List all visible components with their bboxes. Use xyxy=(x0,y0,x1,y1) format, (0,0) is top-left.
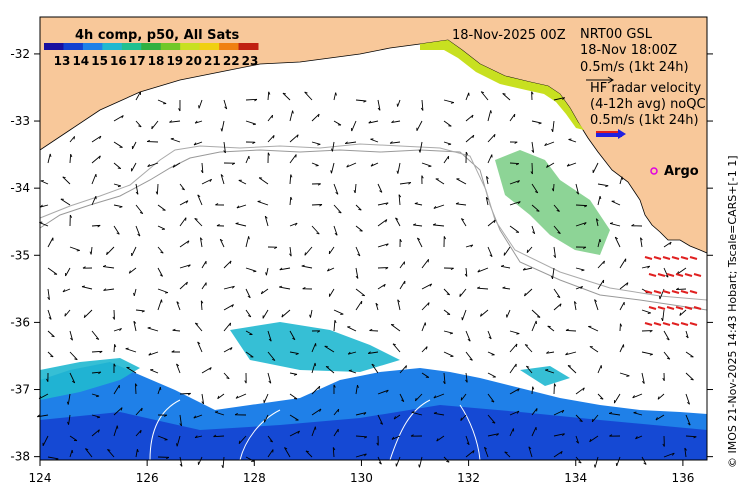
current-arrow xyxy=(566,330,576,331)
current-arrowhead xyxy=(419,464,420,467)
current-arrowhead xyxy=(326,366,329,367)
current-arrowhead xyxy=(253,124,256,125)
current-arrowhead xyxy=(648,313,651,314)
nrt-time: 18-Nov 18:00Z xyxy=(580,43,677,58)
y-tick-label: -33 xyxy=(10,114,30,128)
current-arrowhead xyxy=(536,211,539,212)
colorbar-swatches xyxy=(44,43,259,50)
colorbar-swatch xyxy=(219,43,239,50)
current-arrowhead xyxy=(65,313,66,316)
current-arrowhead xyxy=(592,419,593,422)
current-arrowhead xyxy=(253,271,256,272)
current-arrowhead xyxy=(148,327,151,328)
current-arrowhead xyxy=(171,138,174,139)
x-tick-label: 128 xyxy=(243,471,266,485)
colorbar: 4h comp, p50, All Sats 13 14 15 16 17 18 19 20 2… xyxy=(44,28,259,68)
current-arrowhead xyxy=(152,126,153,129)
current-arrowhead xyxy=(215,412,218,413)
y-tick-label: -36 xyxy=(10,315,30,329)
colorbar-swatch xyxy=(239,43,259,50)
colorbar-tick-label: 23 xyxy=(242,54,259,68)
current-arrowhead xyxy=(160,387,161,390)
colorbar-tick-label: 17 xyxy=(129,54,146,68)
nrt-scale: 0.5m/s (1kt 24h) xyxy=(580,60,689,75)
current-arrowhead xyxy=(305,252,306,255)
current-arrowhead xyxy=(516,344,517,347)
map-date: 18-Nov-2025 00Z xyxy=(452,28,566,43)
current-arrowhead xyxy=(448,144,451,145)
colorbar-tick-label: 15 xyxy=(91,54,108,68)
sst-current-map: Argo 4h comp, p50, All Sats 13 14 15 16 17 18… xyxy=(0,0,750,496)
colorbar-tick-label: 19 xyxy=(166,54,183,68)
y-tick-label: -35 xyxy=(10,248,30,262)
colorbar-tick-label: 21 xyxy=(204,54,221,68)
current-arrowhead xyxy=(230,323,231,326)
current-arrow xyxy=(576,205,587,206)
nrt-title: NRT00 GSL xyxy=(580,27,653,42)
current-arrow xyxy=(157,184,158,194)
y-tick-label: -34 xyxy=(10,181,30,195)
colorbar-swatch xyxy=(141,43,161,50)
colorbar-tick-label: 18 xyxy=(148,54,165,68)
current-arrow xyxy=(114,344,115,352)
x-tick-label: 136 xyxy=(671,471,694,485)
current-arrowhead xyxy=(545,370,548,371)
hf-radar-scale: 0.5m/s (1kt 24h) xyxy=(590,113,699,128)
hf-radar-avg: (4-12h avg) noQC xyxy=(590,97,706,112)
current-arrowhead xyxy=(338,409,339,412)
current-arrowhead xyxy=(72,450,73,453)
y-tick-label: -37 xyxy=(10,383,30,397)
current-arrow xyxy=(70,154,71,163)
x-tick-label: 134 xyxy=(564,471,587,485)
x-tick-label: 126 xyxy=(136,471,159,485)
current-arrowhead xyxy=(258,201,261,202)
x-tick-label: 132 xyxy=(457,471,480,485)
hf-radar-title: HF radar velocity xyxy=(590,81,702,96)
colorbar-title: 4h comp, p50, All Sats xyxy=(75,28,239,43)
argo-label: Argo xyxy=(664,164,699,179)
current-arrowhead xyxy=(626,376,629,377)
current-arrowhead xyxy=(96,396,99,397)
colorbar-swatch xyxy=(102,43,122,50)
current-arrowhead xyxy=(126,348,129,349)
colorbar-tick-label: 20 xyxy=(185,54,202,68)
colorbar-swatch xyxy=(44,43,64,50)
colorbar-tick-label: 22 xyxy=(223,54,240,68)
y-tick-label: -38 xyxy=(10,450,30,464)
current-arrowhead xyxy=(406,366,407,369)
current-arrowhead xyxy=(360,231,363,232)
current-arrowhead xyxy=(527,250,528,253)
imos-caption: © IMOS 21-Nov-2025 14:43 Hobart; Tscale=… xyxy=(726,156,739,468)
current-arrowhead xyxy=(162,300,163,303)
y-tick-label: -32 xyxy=(10,47,30,61)
colorbar-swatch xyxy=(83,43,103,50)
colorbar-swatch xyxy=(63,43,83,50)
x-axis-ticks: 124 126 128 130 132 134 136 xyxy=(29,460,695,485)
current-arrowhead xyxy=(315,363,316,366)
current-arrow xyxy=(510,163,519,164)
current-arrow xyxy=(532,387,533,394)
current-arrowhead xyxy=(569,139,572,140)
current-arrowhead xyxy=(460,294,461,297)
colorbar-tick-label: 13 xyxy=(54,54,71,68)
colorbar-swatch xyxy=(122,43,142,50)
colorbar-tick-label: 16 xyxy=(110,54,127,68)
current-arrowhead xyxy=(117,426,118,429)
current-arrowhead xyxy=(118,168,121,169)
current-arrowhead xyxy=(428,166,431,167)
current-arrow xyxy=(553,184,554,191)
colorbar-swatch xyxy=(200,43,220,50)
x-tick-label: 130 xyxy=(350,471,373,485)
colorbar-swatch xyxy=(161,43,181,50)
colorbar-ticks: 13 14 15 16 17 18 19 20 21 22 23 xyxy=(54,54,259,68)
current-arrowhead xyxy=(594,465,595,468)
x-tick-label: 124 xyxy=(29,471,52,485)
colorbar-swatch xyxy=(180,43,200,50)
colorbar-tick-label: 14 xyxy=(72,54,89,68)
current-arrowhead xyxy=(74,136,75,139)
